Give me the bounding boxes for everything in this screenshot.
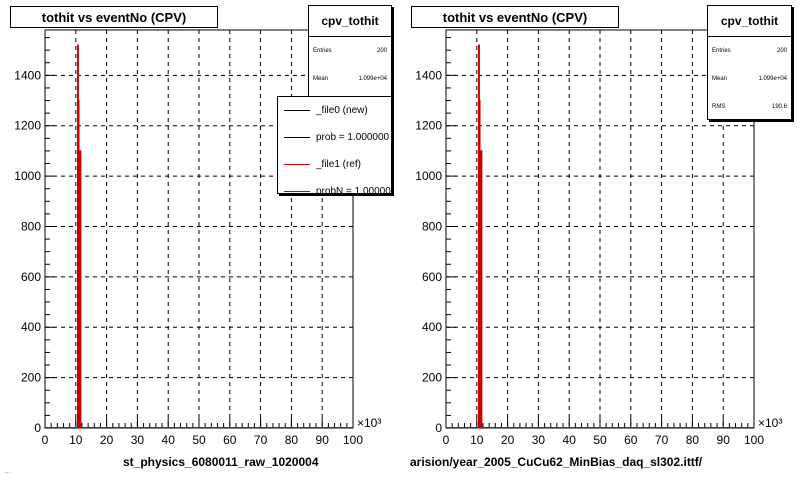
panel0-x-tick-label: 20	[100, 433, 114, 447]
panel0-x-multiplier: ×10³	[357, 416, 381, 430]
panel0-x-tick-label: 80	[285, 433, 299, 447]
panel1-x-tick-label: 80	[686, 433, 700, 447]
panel0-x-tick-label: 100	[343, 433, 363, 447]
panel1-x-tick-label: 100	[744, 433, 764, 447]
panel0-y-tick-label: 400	[21, 320, 41, 334]
panel1-y-tick-label: 800	[422, 219, 442, 233]
left-legend: _file0 (new) prob = 1.000000 _file1 (ref…	[277, 96, 392, 194]
panel0-x-tick-label: 40	[162, 433, 176, 447]
panel1-x-tick-label: 0	[443, 433, 450, 447]
panel0-y-tick-label: 600	[21, 270, 41, 284]
left-x-axis-title: st_physics_6080011_raw_1020004	[123, 455, 319, 469]
panel1-x-tick-label: 20	[501, 433, 515, 447]
panel0-y-tick-label: 1200	[14, 119, 41, 133]
stats-key: Mean	[712, 76, 728, 82]
legend-label: _file0 (new)	[316, 105, 368, 116]
panel0-x-tick-label: 0	[42, 433, 49, 447]
panel1-y-tick-label: 1000	[415, 169, 442, 183]
panel1-x-tick-label: 50	[593, 433, 607, 447]
legend-swatch	[284, 137, 310, 138]
legend-label: prob = 1.000000	[316, 132, 390, 143]
legend-swatch	[284, 191, 310, 192]
left-stats-row-mean: Mean 1.099e+04	[309, 65, 391, 93]
stats-value: 200	[776, 48, 787, 54]
panel0-x-tick-label: 50	[192, 433, 206, 447]
footer-text: …	[4, 468, 11, 475]
right-x-axis-title: arision/year_2005_CuCu62_MinBias_daq_sl3…	[410, 455, 703, 469]
panel0-x-tick-label: 70	[254, 433, 268, 447]
legend-swatch	[284, 164, 310, 165]
stats-value: 1.099e+04	[358, 76, 387, 82]
panel1-x-tick-label: 60	[624, 433, 638, 447]
stats-value: 190.6	[771, 104, 787, 110]
panel1-x-tick-label: 40	[563, 433, 577, 447]
stats-key: RMS	[712, 104, 726, 110]
left-panel-title: tothit vs eventNo (CPV)	[10, 6, 218, 28]
panel0-y-tick-label: 1000	[14, 169, 41, 183]
stats-key: Entries	[313, 48, 332, 54]
panel0-x-tick-label: 10	[69, 433, 83, 447]
panel1-x-tick-label: 30	[532, 433, 546, 447]
right-stats-row-mean: Mean 1.099e+04	[708, 65, 791, 93]
panel0-y-tick-label: 1400	[14, 68, 41, 82]
panel1-x-tick-label: 70	[655, 433, 669, 447]
stats-key: Entries	[712, 48, 731, 54]
panel1-y-tick-label: 1200	[415, 119, 442, 133]
legend-swatch	[284, 110, 310, 111]
stats-value: 200	[376, 48, 387, 54]
panel1-y-tick-label: 600	[422, 270, 442, 284]
legend-item: _file0 (new)	[278, 97, 391, 124]
right-stats-box: cpv_tothit Entries 200 Mean 1.099e+04 RM…	[707, 5, 792, 120]
panel1-y-tick-label: 0	[435, 421, 442, 435]
left-stats-title: cpv_tothit	[309, 6, 391, 37]
left-stats-row-entries: Entries 200	[309, 37, 391, 65]
right-panel-title: tothit vs eventNo (CPV)	[411, 6, 619, 28]
legend-label: probN = 1.000000	[316, 186, 392, 194]
legend-item: prob = 1.000000	[278, 124, 391, 151]
stats-key: Mean	[313, 76, 329, 82]
right-stats-row-entries: Entries 200	[708, 37, 791, 65]
panel1-y-tick-label: 200	[422, 371, 442, 385]
right-stats-row-rms: RMS 190.6	[708, 93, 791, 121]
right-stats-title: cpv_tothit	[708, 6, 791, 37]
panel1-y-tick-label: 400	[422, 320, 442, 334]
panel1-x-multiplier: ×10³	[758, 416, 782, 430]
panel1-x-tick-label: 10	[470, 433, 484, 447]
panel1-y-tick-label: 1400	[415, 68, 442, 82]
panel0-y-tick-label: 800	[21, 219, 41, 233]
panel0-y-tick-label: 0	[34, 421, 41, 435]
panel0-x-tick-label: 90	[316, 433, 330, 447]
legend-item: probN = 1.000000	[278, 178, 392, 194]
stats-value: 1.099e+04	[758, 76, 787, 82]
panel0-x-tick-label: 60	[223, 433, 237, 447]
panel0-x-tick-label: 30	[131, 433, 145, 447]
legend-item: _file1 (ref)	[278, 151, 391, 178]
panel0-y-tick-label: 200	[21, 371, 41, 385]
legend-label: _file1 (ref)	[316, 159, 362, 170]
left-stats-box: cpv_tothit Entries 200 Mean 1.099e+04	[308, 5, 392, 98]
panel1-x-tick-label: 90	[717, 433, 731, 447]
